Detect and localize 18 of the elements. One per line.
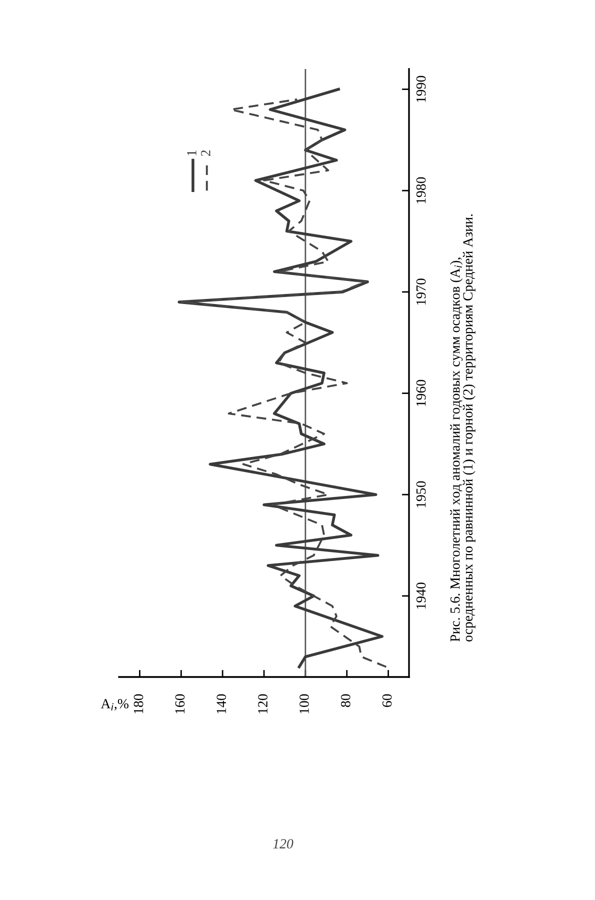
x-tick-label: 100 (300, 694, 309, 714)
text: Рис. 5.6. Многолетний ход аномалий годовых сумм осадков (A$_{i}$), осредненных по равнинной (1) и горной (2) территориям Средней Азии. (450, 214, 476, 642)
text: 120 (273, 839, 294, 848)
x-tick-label: 140 (216, 694, 226, 714)
x-tick-label: 120 (258, 694, 268, 714)
text: 2 (201, 150, 210, 156)
x-tick-label: 160 (175, 694, 185, 714)
y-tick-label: 1940 (416, 582, 426, 609)
x-tick-label: 80 (340, 694, 350, 708)
y-tick-label: 1970 (416, 278, 426, 305)
y-tick-label: 1980 (416, 177, 426, 204)
text: 1 (187, 150, 196, 156)
x-tick-label: 180 (134, 694, 144, 714)
y-tick-label: 1960 (416, 380, 426, 406)
y-tick-label: 1950 (416, 481, 426, 508)
x-axis-title: A$_{i}$,% (100, 699, 128, 711)
x-tick-label: 60 (382, 694, 392, 707)
y-tick-label: 1990 (416, 76, 426, 102)
